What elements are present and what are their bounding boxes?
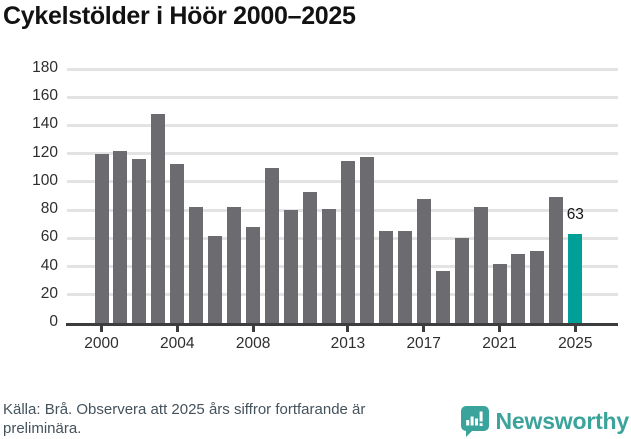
y-tick-label-0: 0 bbox=[49, 313, 58, 330]
bar-2006 bbox=[208, 235, 223, 323]
bar-2005 bbox=[189, 207, 204, 323]
bar-2022 bbox=[511, 253, 526, 323]
gridline-160 bbox=[67, 95, 618, 99]
y-tick-label-120: 120 bbox=[32, 143, 58, 161]
y-tick-label-60: 60 bbox=[40, 228, 58, 246]
x-tick-2013 bbox=[346, 326, 350, 332]
bar-2020 bbox=[473, 207, 488, 323]
bar-2011 bbox=[302, 191, 317, 323]
bar-2025 bbox=[568, 234, 583, 323]
bar-2023 bbox=[530, 251, 545, 323]
x-tick-2025 bbox=[573, 326, 577, 332]
x-tick-label-2021: 2021 bbox=[482, 335, 517, 352]
bar-2007 bbox=[227, 207, 242, 323]
x-tick-2021 bbox=[498, 326, 501, 332]
bar-2001 bbox=[113, 150, 128, 323]
gridline-180 bbox=[67, 67, 618, 71]
bar-2013 bbox=[340, 160, 355, 323]
newsworthy-logo: Newsworthy bbox=[460, 406, 630, 437]
bar-2015 bbox=[378, 231, 393, 323]
y-tick-label-180: 180 bbox=[32, 59, 58, 76]
y-tick-label-40: 40 bbox=[40, 256, 58, 274]
gridline-140 bbox=[67, 123, 618, 127]
bar-2000 bbox=[94, 153, 109, 323]
bar-2014 bbox=[359, 156, 374, 323]
x-tick-label-2013: 2013 bbox=[330, 335, 366, 352]
bar-2024 bbox=[549, 197, 564, 323]
highlight-value-label: 63 bbox=[566, 206, 584, 224]
source-note: Källa: Brå. Observera att 2025 års siffr… bbox=[3, 400, 365, 438]
x-tick-2017 bbox=[422, 326, 426, 332]
bar-2009 bbox=[265, 167, 280, 323]
source-note-line-2: preliminära. bbox=[3, 420, 82, 437]
source-note-line-1: Källa: Brå. Observera att 2025 års siffr… bbox=[3, 401, 366, 418]
y-tick-label-20: 20 bbox=[40, 284, 58, 302]
bar-2008 bbox=[246, 227, 261, 323]
newsworthy-bar-chart-bubble-icon bbox=[460, 406, 489, 437]
bar-2019 bbox=[454, 238, 469, 323]
x-tick-2008 bbox=[251, 326, 255, 332]
chart-title: Cykelstölder i Höör 2000–2025 bbox=[3, 2, 356, 30]
bar-2021 bbox=[492, 263, 507, 323]
x-tick-label-2000: 2000 bbox=[84, 335, 119, 352]
x-tick-label-2017: 2017 bbox=[406, 335, 441, 352]
bar-2010 bbox=[284, 210, 299, 323]
bar-2003 bbox=[151, 114, 166, 323]
x-tick-2004 bbox=[175, 326, 179, 332]
bar-2002 bbox=[132, 159, 147, 323]
x-tick-label-2004: 2004 bbox=[160, 335, 195, 352]
y-tick-label-160: 160 bbox=[32, 87, 58, 105]
y-tick-label-140: 140 bbox=[32, 115, 58, 133]
brand-wordmark: Newsworthy bbox=[495, 408, 630, 434]
bar-2017 bbox=[416, 198, 431, 323]
bar-2012 bbox=[321, 208, 336, 323]
x-tick-label-2025: 2025 bbox=[558, 335, 593, 352]
bar-2018 bbox=[435, 270, 450, 323]
bar-2004 bbox=[170, 163, 185, 323]
y-tick-label-100: 100 bbox=[32, 171, 58, 189]
y-tick-label-80: 80 bbox=[40, 200, 58, 218]
x-tick-2000 bbox=[100, 326, 103, 332]
x-tick-label-2008: 2008 bbox=[235, 335, 271, 352]
gridline-120 bbox=[67, 152, 618, 156]
y-axis-labels: 0 20 40 60 80 100 120 140 160 180 bbox=[0, 0, 58, 439]
plot-area: 63 bbox=[67, 67, 618, 323]
bar-2016 bbox=[397, 231, 412, 323]
footer: Källa: Brå. Observera att 2025 års siffr… bbox=[3, 400, 629, 438]
x-axis-line bbox=[66, 323, 618, 326]
